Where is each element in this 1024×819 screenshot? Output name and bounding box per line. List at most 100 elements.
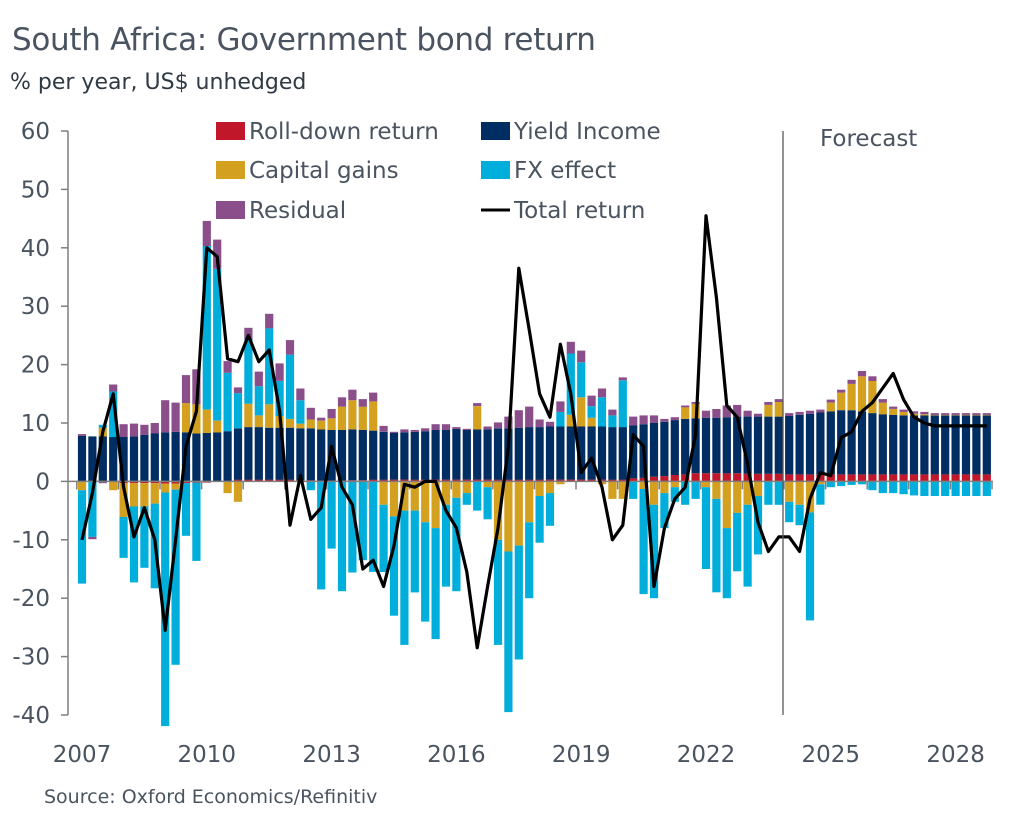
bar-fx <box>774 481 783 505</box>
bars-layer <box>77 220 991 727</box>
bar-capital <box>109 481 118 491</box>
bar-fx <box>785 501 794 523</box>
bar-capital <box>452 481 461 498</box>
bar-yield <box>223 431 232 482</box>
bar-rolldown <box>483 479 492 482</box>
bar-residual <box>930 413 939 415</box>
bar-fx <box>161 492 170 727</box>
legend-item-rolldown: Roll-down return <box>216 119 439 145</box>
bar-residual <box>712 409 721 418</box>
bar-residual <box>77 434 87 436</box>
bar-yield <box>369 430 378 480</box>
bar-yield <box>681 418 690 475</box>
bar-fx <box>244 339 253 404</box>
bar-residual <box>150 423 159 434</box>
bar-residual <box>889 406 898 409</box>
forecast-annotation: Forecast <box>782 126 917 715</box>
bar-fx <box>181 483 191 536</box>
bar-fx <box>327 481 336 549</box>
bar-fx <box>733 512 742 572</box>
bar-fx <box>899 481 908 495</box>
bar-residual <box>535 419 544 428</box>
bar-capital <box>556 481 565 485</box>
bar-capital <box>77 481 87 491</box>
bar-capital <box>837 392 846 411</box>
bar-yield <box>733 416 742 474</box>
bar-residual <box>379 425 388 432</box>
bar-residual <box>129 423 139 437</box>
bar-rolldown <box>837 474 846 482</box>
bar-rolldown <box>452 479 461 482</box>
bar-residual <box>920 411 929 415</box>
bar-residual <box>681 405 690 408</box>
bar-yield <box>389 432 399 480</box>
bar-fx <box>701 487 711 569</box>
bar-yield <box>525 427 534 480</box>
legend-label: FX effect <box>514 158 616 184</box>
bar-capital <box>285 418 295 428</box>
bar-capital <box>826 402 835 412</box>
bar-capital <box>379 481 388 505</box>
yield-swatch-icon <box>481 122 510 140</box>
bar-rolldown <box>389 479 399 482</box>
bar-yield <box>712 417 721 474</box>
bar-residual <box>88 536 97 540</box>
bar-capital <box>722 481 731 529</box>
bar-rolldown <box>504 479 513 482</box>
bar-capital <box>483 481 492 488</box>
bar-capital <box>743 481 752 505</box>
bar-yield <box>857 411 867 475</box>
bar-fx <box>618 380 627 428</box>
bar-fx <box>587 406 596 418</box>
bar-fx <box>982 481 991 496</box>
y-tick-label: 50 <box>21 177 50 203</box>
bar-fx <box>805 512 815 621</box>
bar-capital <box>348 400 357 430</box>
bar-yield <box>493 428 503 480</box>
bar-capital <box>327 418 336 430</box>
bar-capital <box>223 481 232 494</box>
bar-rolldown <box>379 479 388 482</box>
bar-residual <box>525 406 534 427</box>
bar-yield <box>597 426 607 480</box>
bar-yield <box>670 420 679 475</box>
bar-residual <box>462 428 471 430</box>
legend-label: Total return <box>513 198 645 224</box>
bar-fx <box>535 496 544 543</box>
bar-rolldown <box>743 473 752 482</box>
bar-fx <box>275 381 284 416</box>
bar-fx <box>909 481 919 496</box>
bar-yield <box>816 412 825 475</box>
bar-capital <box>129 483 139 507</box>
bar-fx <box>504 551 513 713</box>
bar-capital <box>514 481 523 546</box>
bar-yield <box>878 414 887 475</box>
bar-rolldown <box>795 474 804 482</box>
bar-fx <box>88 481 97 537</box>
bar-fx <box>816 484 825 505</box>
bar-residual <box>119 424 128 437</box>
bar-capital <box>930 414 939 416</box>
bar-rolldown <box>733 473 742 482</box>
bar-capital <box>493 481 503 540</box>
bar-yield <box>826 411 835 475</box>
bar-residual <box>577 350 586 363</box>
bar-residual <box>306 407 315 420</box>
bar-capital <box>951 414 960 416</box>
bar-fx <box>722 528 731 599</box>
bar-fx <box>192 482 201 561</box>
bar-fx <box>868 481 877 491</box>
bar-capital <box>899 411 908 416</box>
bar-rolldown <box>920 474 929 482</box>
bar-yield <box>847 410 856 475</box>
bar-rolldown <box>660 476 669 482</box>
bar-fx <box>837 481 846 487</box>
y-tick-label: -40 <box>12 703 50 729</box>
bar-rolldown <box>285 479 295 482</box>
bar-yield <box>265 427 274 480</box>
bar-yield <box>785 416 794 475</box>
bar-capital <box>816 481 825 485</box>
x-tick-label: 2019 <box>552 742 611 768</box>
bar-fx <box>431 528 440 640</box>
bar-fx <box>483 487 492 520</box>
